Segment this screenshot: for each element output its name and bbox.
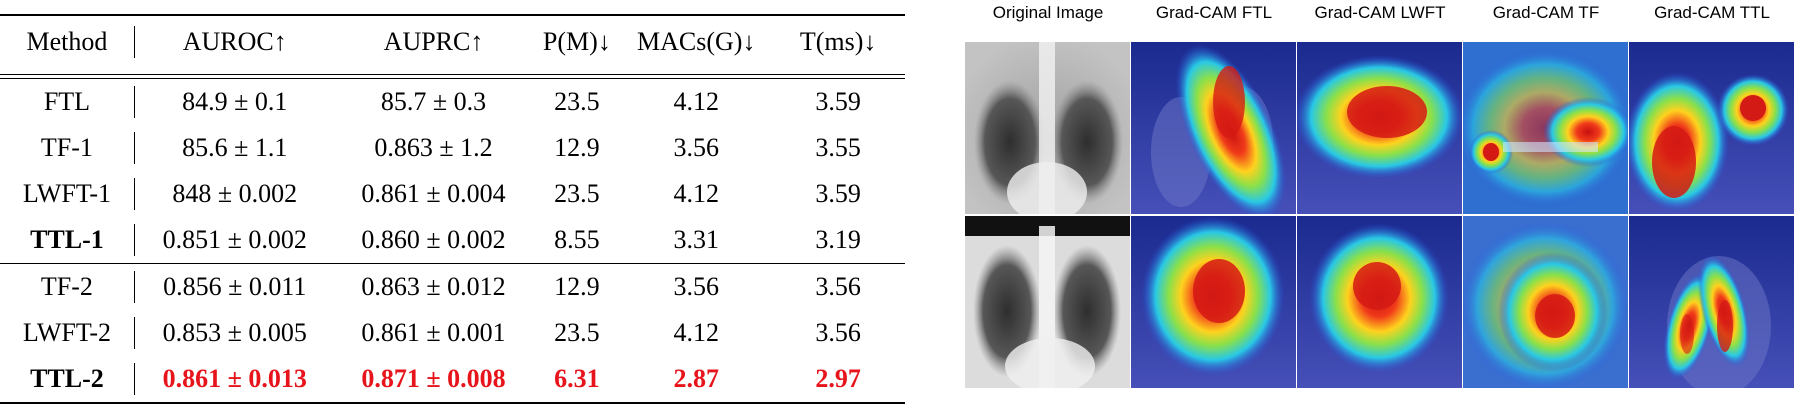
header-method: Method	[0, 26, 135, 58]
table-row: TTL-1 0.851 ± 0.002 0.860 ± 0.002 8.55 3…	[0, 217, 905, 263]
method-cell: LWFT-2	[0, 317, 135, 349]
gradcam-ttl-1	[1629, 42, 1794, 214]
auroc-cell: 0.853 ± 0.005	[162, 318, 307, 347]
table-row: LWFT-2 0.853 ± 0.005 0.861 ± 0.001 23.5 …	[0, 310, 905, 356]
method-cell: FTL	[0, 86, 135, 118]
auroc-cell: 0.851 ± 0.002	[162, 225, 307, 254]
xray-original-2	[965, 216, 1130, 388]
time-cell: 3.59	[815, 87, 861, 116]
results-table: Method AUROC↑ AUPRC↑ P(M)↓ MACs(G)↓ T(ms…	[0, 14, 905, 404]
gradcam-figure: Original Image Grad-CAM FTL Grad-CAM LWF…	[965, 0, 1798, 412]
table-row: TF-2 0.856 ± 0.011 0.863 ± 0.012 12.9 3.…	[0, 264, 905, 310]
table-row: FTL 84.9 ± 0.1 85.7 ± 0.3 23.5 4.12 3.59	[0, 79, 905, 125]
gradcam-tf-1	[1463, 42, 1628, 214]
auprc-cell: 0.860 ± 0.002	[361, 225, 506, 254]
params-cell: 12.9	[554, 272, 600, 301]
group-separator-rule	[0, 263, 905, 264]
header-auroc: AUROC↑	[182, 27, 287, 56]
gradcam-lwft-2	[1297, 216, 1462, 388]
time-cell: 3.56	[815, 272, 861, 301]
params-cell: 12.9	[554, 133, 600, 162]
auroc-cell-best: 0.861 ± 0.013	[162, 364, 307, 393]
macs-cell: 4.12	[673, 87, 719, 116]
macs-cell: 4.12	[673, 318, 719, 347]
auprc-cell: 0.861 ± 0.001	[361, 318, 506, 347]
time-cell: 3.59	[815, 179, 861, 208]
gradcam-ttl-2	[1629, 216, 1794, 388]
column-title-lwft: Grad-CAM LWFT	[1314, 3, 1446, 22]
header-params: P(M)↓	[542, 27, 611, 56]
column-title-ttl: Grad-CAM TTL	[1654, 3, 1770, 22]
header-macs: MACs(G)↓	[637, 27, 756, 56]
table-row: TF-1 85.6 ± 1.1 0.863 ± 1.2 12.9 3.56 3.…	[0, 125, 905, 171]
column-title-original: Original Image	[992, 3, 1104, 22]
time-cell: 3.19	[815, 225, 861, 254]
header-time: T(ms)↓	[799, 27, 877, 56]
macs-cell: 3.56	[673, 272, 719, 301]
table-row: TTL-2 0.861 ± 0.013 0.871 ± 0.008 6.31 2…	[0, 356, 905, 402]
top-rule	[0, 14, 905, 16]
time-cell-best: 2.97	[815, 364, 861, 393]
method-cell: TF-2	[0, 271, 135, 303]
table-row: LWFT-1 848 ± 0.002 0.861 ± 0.004 23.5 4.…	[0, 171, 905, 217]
bottom-rule	[0, 402, 905, 404]
gradcam-tf-2	[1463, 216, 1628, 388]
params-cell-best: 6.31	[554, 364, 600, 393]
auroc-cell: 84.9 ± 0.1	[182, 87, 288, 116]
params-cell: 23.5	[554, 318, 600, 347]
method-cell: TTL-1	[0, 224, 135, 256]
auroc-cell: 85.6 ± 1.1	[182, 133, 288, 162]
auroc-cell: 848 ± 0.002	[172, 179, 298, 208]
column-title-ftl: Grad-CAM FTL	[1155, 3, 1273, 22]
macs-cell: 3.31	[673, 225, 719, 254]
gradcam-lwft-1	[1297, 42, 1462, 214]
auprc-cell: 85.7 ± 0.3	[380, 87, 487, 116]
method-cell: TF-1	[0, 132, 135, 164]
header-auprc: AUPRC↑	[383, 27, 484, 56]
time-cell: 3.56	[815, 318, 861, 347]
time-cell: 3.55	[815, 133, 861, 162]
gradcam-ftl-2	[1131, 216, 1296, 388]
params-cell: 23.5	[554, 179, 600, 208]
auroc-cell: 0.856 ± 0.011	[163, 272, 307, 301]
auprc-cell: 0.863 ± 0.012	[361, 272, 506, 301]
auprc-cell-best: 0.871 ± 0.008	[361, 364, 506, 393]
method-cell: LWFT-1	[0, 178, 135, 210]
params-cell: 8.55	[554, 225, 600, 254]
auprc-cell: 0.861 ± 0.004	[361, 179, 506, 208]
header-double-rule	[0, 74, 905, 79]
macs-cell: 3.56	[673, 133, 719, 162]
macs-cell: 4.12	[673, 179, 719, 208]
header-row: Method AUROC↑ AUPRC↑ P(M)↓ MACs(G)↓ T(ms…	[0, 16, 905, 68]
method-cell: TTL-2	[0, 363, 135, 395]
xray-original-1	[965, 42, 1130, 214]
macs-cell-best: 2.87	[673, 364, 719, 393]
gradcam-ftl-1	[1131, 42, 1296, 214]
params-cell: 23.5	[554, 87, 600, 116]
auprc-cell: 0.863 ± 1.2	[374, 133, 493, 162]
column-title-tf: Grad-CAM TF	[1492, 3, 1600, 22]
